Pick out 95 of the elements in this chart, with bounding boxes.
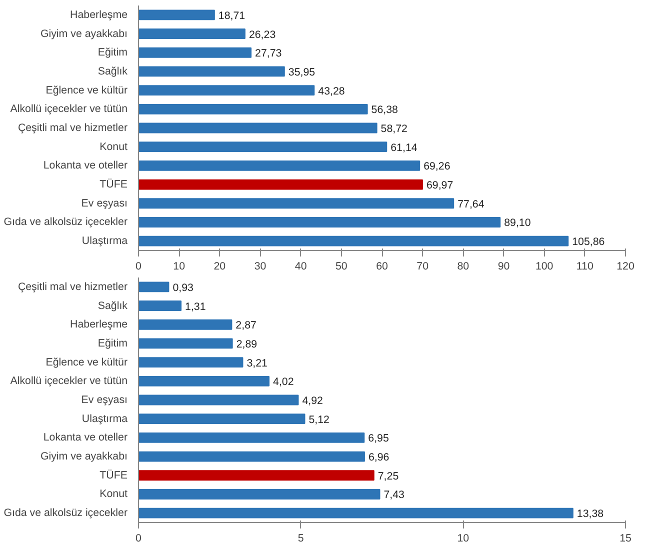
bar [138, 394, 299, 406]
bar [138, 104, 368, 114]
data-label: 43,28 [318, 85, 345, 98]
data-label: 58,72 [380, 123, 408, 135]
bar [138, 357, 244, 368]
data-label: 27,73 [255, 48, 282, 60]
data-label: 2,87 [236, 320, 256, 332]
bar [138, 47, 252, 58]
bar [138, 198, 454, 209]
y-tick-label: Haberleşme [70, 318, 128, 331]
x-tick-label: 60 [376, 260, 388, 272]
bar [138, 85, 315, 96]
y-tick-label: Çeşitli mal ve hizmetler [18, 122, 128, 134]
x-tick-label: 10 [457, 532, 470, 544]
x-tick-label: 10 [173, 260, 186, 272]
data-label: 26,23 [248, 28, 276, 41]
bar [138, 432, 365, 443]
bar [138, 489, 380, 500]
y-tick-label: Giyim ve ayakkabı [40, 450, 128, 463]
y-tick-label: TÜFE [100, 178, 128, 191]
bar [138, 470, 374, 481]
data-label: 0,93 [172, 282, 194, 294]
data-label: 18,71 [218, 10, 246, 22]
x-tick-label: 70 [416, 260, 429, 272]
y-tick-label: Eğlence ve kültür [46, 84, 128, 96]
y-tick-label: Eğlence ve kültür [46, 356, 128, 368]
data-label: 6,96 [368, 452, 390, 464]
y-tick-label: Eğitim [98, 46, 128, 59]
data-label: 4,92 [302, 395, 324, 407]
data-label: 69,97 [426, 180, 454, 192]
y-tick-label: Gıda ve alkolsüz içecekler [4, 216, 128, 228]
x-tick-label: 0 [136, 532, 142, 544]
data-label: 1,31 [185, 300, 206, 313]
data-label: 61,14 [390, 142, 418, 154]
data-label: 56,38 [371, 104, 398, 116]
bar [138, 376, 270, 386]
y-tick-label: Gıda ve alkolsüz içecekler [4, 507, 128, 520]
x-tick-label: 5 [298, 532, 304, 544]
bar [138, 338, 233, 349]
x-tick-label: 15 [620, 532, 632, 544]
data-label: 3,21 [246, 357, 268, 370]
bar [138, 300, 182, 311]
data-label: 77,64 [458, 198, 484, 210]
x-tick-label: 20 [214, 260, 226, 272]
x-tick-label: 40 [294, 260, 307, 272]
x-tick-label: 80 [457, 260, 470, 272]
data-label: 4,02 [273, 376, 294, 388]
bar [138, 142, 388, 152]
bar [138, 451, 365, 462]
bar [138, 66, 285, 77]
y-tick-label: Alkollü içecekler ve tütün [10, 103, 128, 116]
data-label: 5,12 [308, 414, 330, 426]
y-tick-label: Ulaştırma [82, 235, 128, 248]
data-label: 89,10 [504, 217, 531, 230]
y-tick-label: Lokanta ve oteller [43, 432, 128, 444]
y-tick-label: Ulaştırma [82, 412, 128, 425]
y-tick-label: Konut [100, 140, 128, 153]
bar [138, 282, 170, 292]
x-tick-label: 110 [576, 260, 594, 272]
y-tick-label: Çeşitli mal ve hizmetler [18, 280, 128, 293]
bar [138, 414, 306, 424]
bar [138, 28, 246, 39]
y-tick-label: Sağlık [98, 300, 128, 312]
bar [138, 122, 378, 134]
data-label: 35,95 [288, 66, 316, 78]
bar [138, 319, 232, 330]
y-tick-label: Eğitim [98, 337, 128, 350]
data-label: 7,25 [378, 470, 399, 482]
bar [138, 508, 574, 518]
y-tick-label: TÜFE [100, 469, 128, 482]
y-tick-label: Haberleşme [70, 8, 128, 21]
y-tick-label: Sağlık [98, 65, 128, 78]
data-label: 2,89 [236, 338, 258, 350]
x-tick-label: 90 [498, 260, 510, 272]
data-label: 105,86 [572, 236, 605, 248]
x-tick-label: 50 [335, 260, 348, 272]
y-tick-label: Giyim ve ayakkabı [40, 28, 128, 40]
y-tick-label: Ev eşyası [81, 197, 128, 210]
x-tick-label: 0 [136, 260, 142, 272]
bar [138, 179, 423, 190]
data-label: 7,43 [384, 489, 405, 502]
bar [138, 236, 569, 246]
y-tick-label: Ev eşyası [81, 394, 128, 406]
data-label: 13,38 [576, 508, 604, 520]
y-tick-label: Lokanta ve oteller [43, 160, 128, 172]
data-label: 69,26 [424, 160, 450, 173]
y-tick-label: Alkollü içecekler ve tütün [10, 375, 128, 388]
bar [138, 10, 215, 20]
bar [138, 160, 420, 171]
x-tick-label: 30 [254, 260, 266, 272]
data-label: 6,95 [368, 432, 389, 445]
x-tick-label: 120 [616, 260, 634, 272]
x-tick-label: 100 [535, 260, 554, 272]
bar [138, 217, 501, 228]
y-tick-label: Konut [100, 488, 128, 500]
